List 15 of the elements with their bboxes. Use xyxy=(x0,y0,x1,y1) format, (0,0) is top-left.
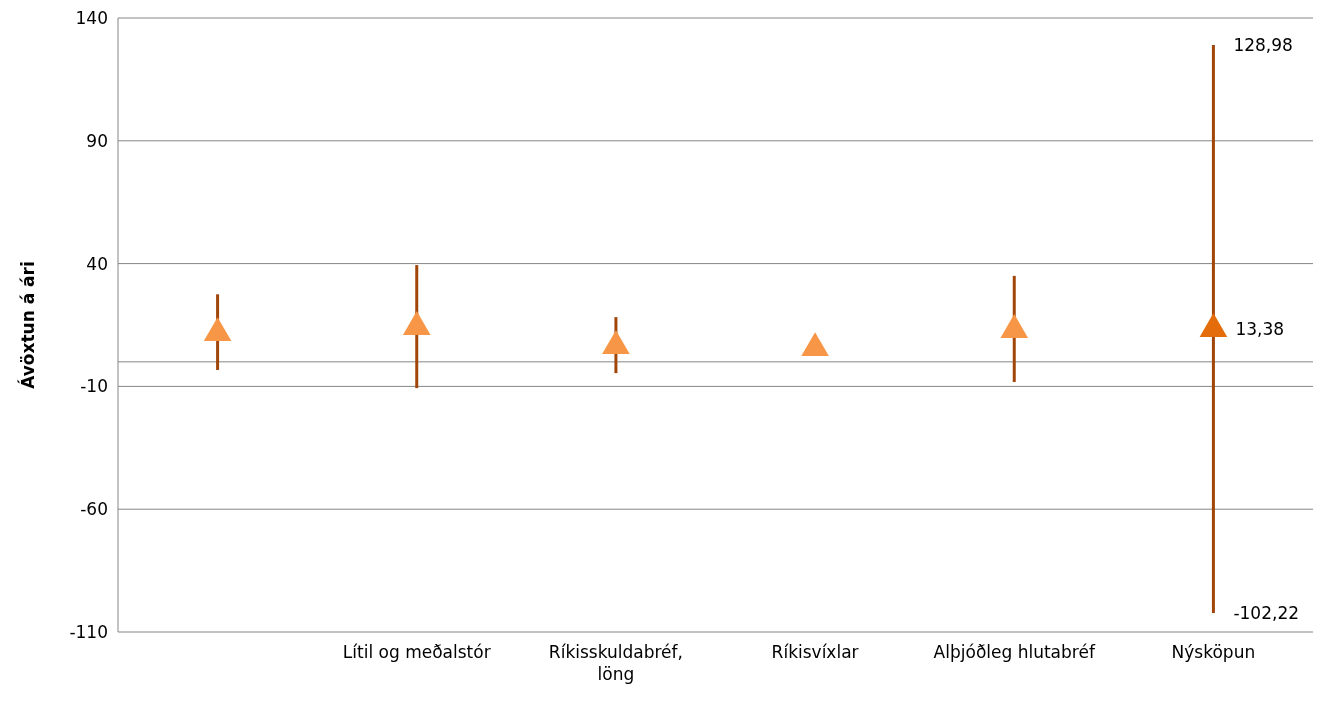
y-tick-label: 140 xyxy=(75,7,108,28)
y-tick-label: 40 xyxy=(86,253,108,274)
x-tick-label: Ríkisvíxlar xyxy=(771,642,859,662)
y-tick-label: 90 xyxy=(86,130,108,151)
x-tick-label: Lítil og meðalstór xyxy=(342,642,491,662)
y-axis-title: Ávöxtun á ári xyxy=(17,261,38,389)
data-label: 13,38 xyxy=(1235,318,1285,339)
annotation: 128,98 xyxy=(1233,35,1293,56)
x-tick-label: Ríkisskuldabréf, löng xyxy=(548,642,683,684)
x-tick-label: Alþjóðleg hlutabréf xyxy=(933,642,1096,662)
y-tick-label: -60 xyxy=(80,499,108,520)
y-tick-label: -110 xyxy=(69,621,108,642)
x-tick-label: Nýsköpun xyxy=(1171,642,1256,662)
annotation: -102,22 xyxy=(1233,602,1300,623)
y-tick-label: -10 xyxy=(80,376,108,397)
